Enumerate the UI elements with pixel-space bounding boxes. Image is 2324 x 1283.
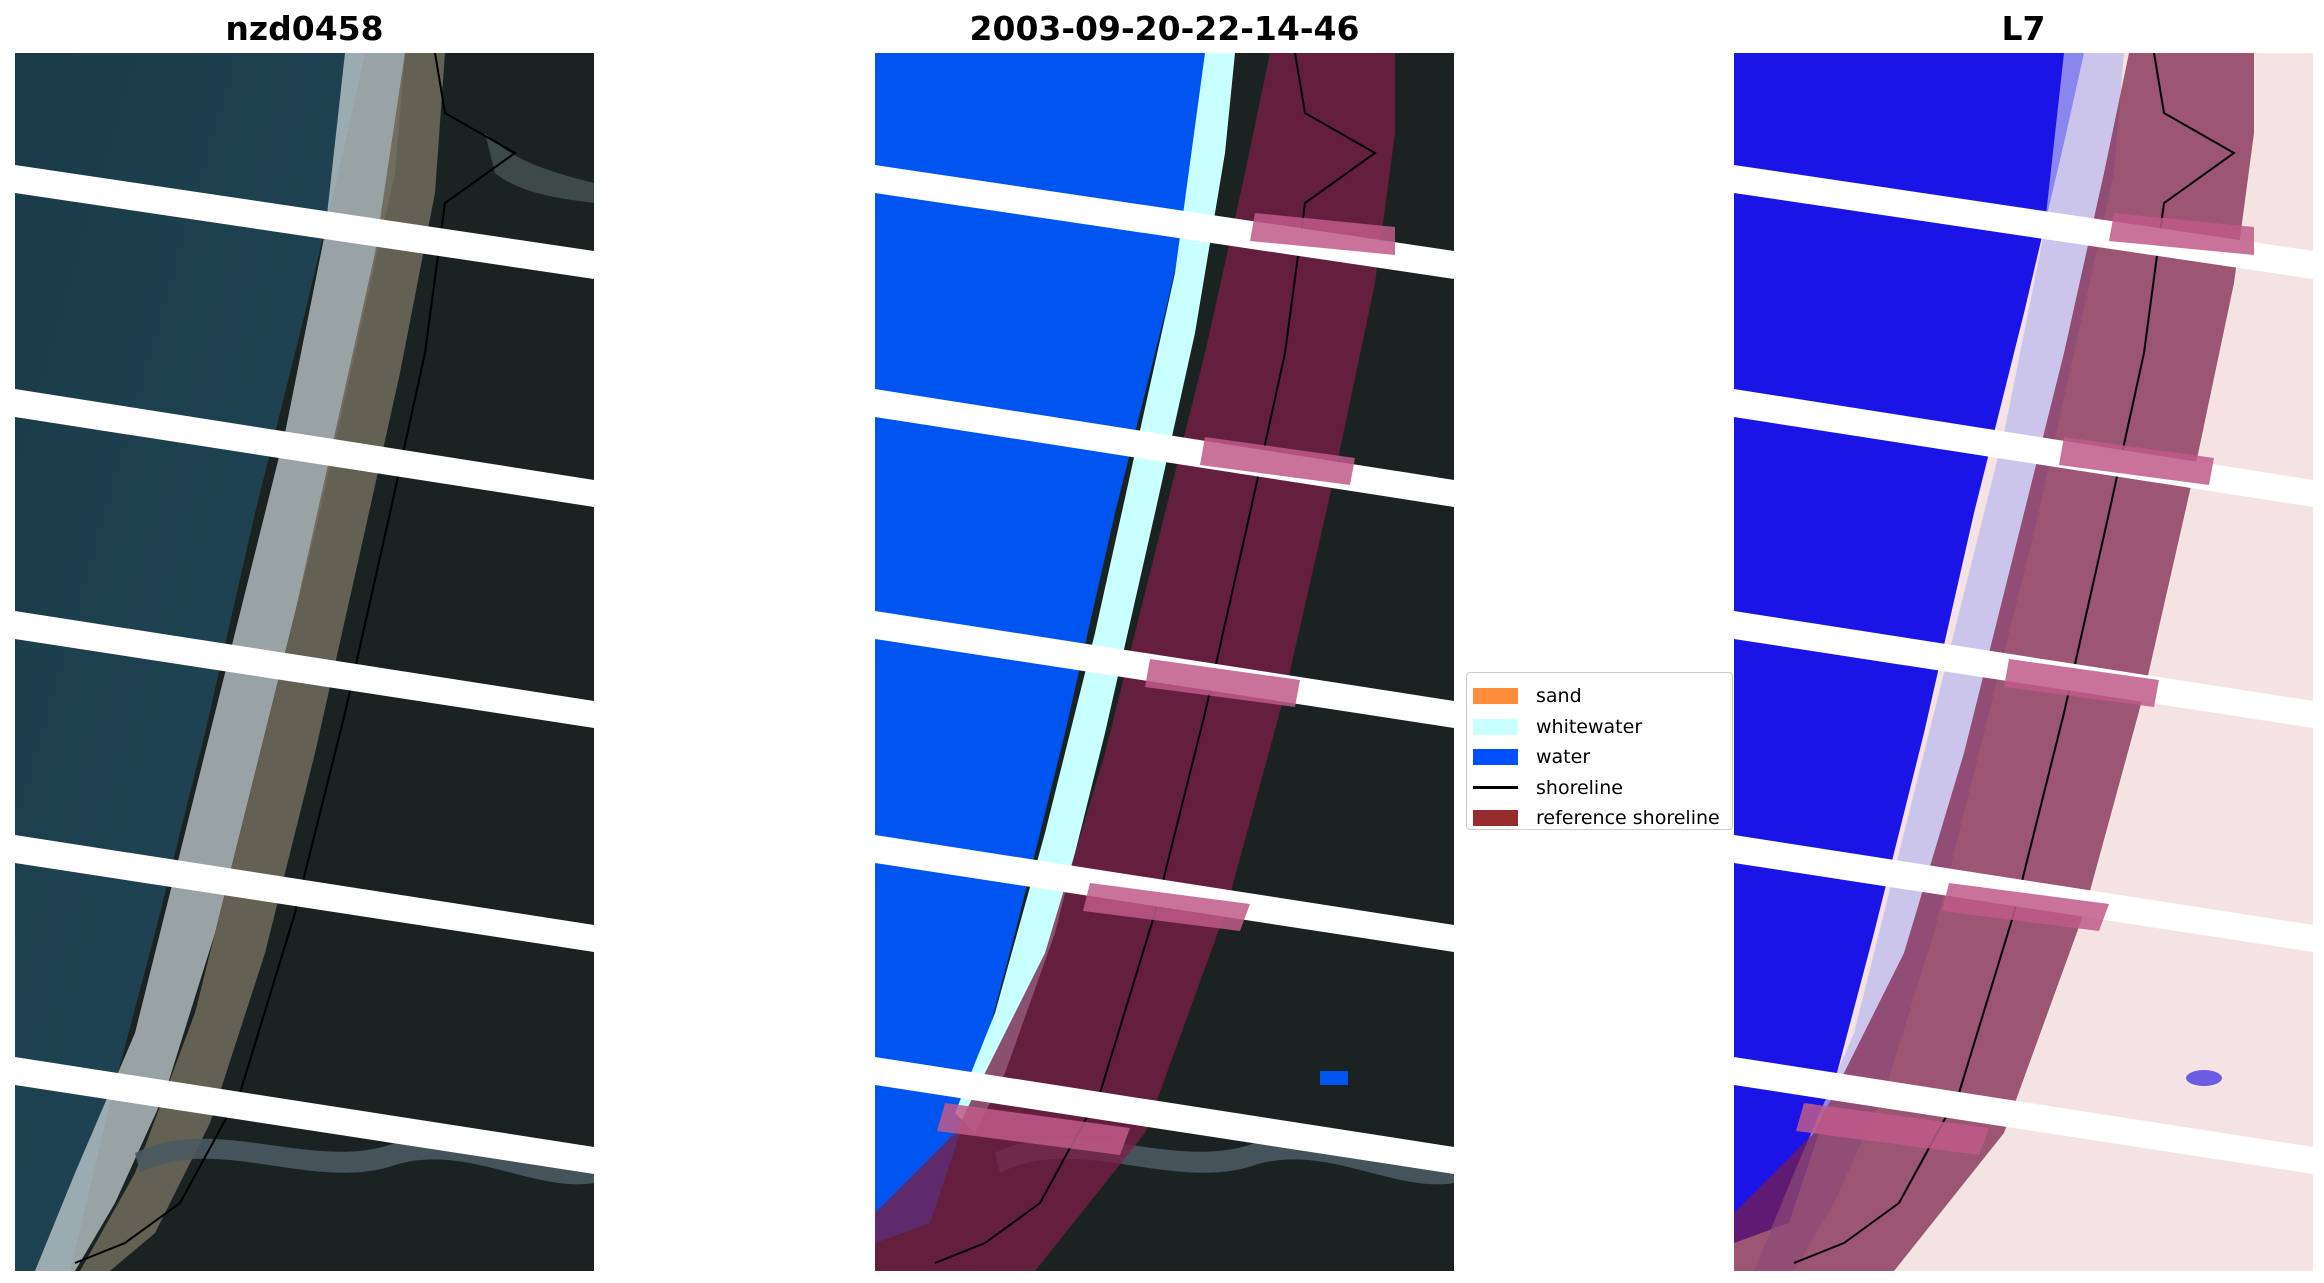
legend-label-whitewater: whitewater (1536, 715, 1643, 738)
panel-title-classification: 2003-09-20-22-14-46 (969, 9, 1360, 48)
legend-swatch-whitewater (1473, 718, 1518, 735)
legend-label-water: water (1536, 746, 1591, 769)
legend-swatch-reference-shoreline (1473, 810, 1518, 827)
classification-image (875, 53, 1454, 1271)
legend: sand whitewater water shoreline referenc… (1466, 672, 1733, 830)
legend-item-shoreline: shoreline (1467, 773, 1732, 804)
legend-line-shoreline (1473, 786, 1518, 790)
legend-label-reference-shoreline: reference shoreline (1536, 807, 1720, 830)
legend-item-sand: sand (1467, 681, 1732, 712)
classification-image-panel (875, 53, 1454, 1271)
rgb-image (15, 53, 594, 1271)
legend-item-whitewater: whitewater (1467, 712, 1732, 743)
index-image (1734, 53, 2313, 1271)
panel-title-index: L7 (2001, 9, 2046, 48)
legend-swatch-water (1473, 749, 1518, 766)
legend-label-shoreline: shoreline (1536, 776, 1623, 799)
legend-swatch-sand (1473, 688, 1518, 705)
rgb-image-panel (15, 53, 594, 1271)
legend-item-reference-shoreline: reference shoreline (1467, 803, 1732, 834)
legend-label-sand: sand (1536, 685, 1582, 708)
legend-item-water: water (1467, 742, 1732, 773)
panel-title-rgb: nzd0458 (225, 9, 384, 48)
index-image-panel (1734, 53, 2313, 1271)
